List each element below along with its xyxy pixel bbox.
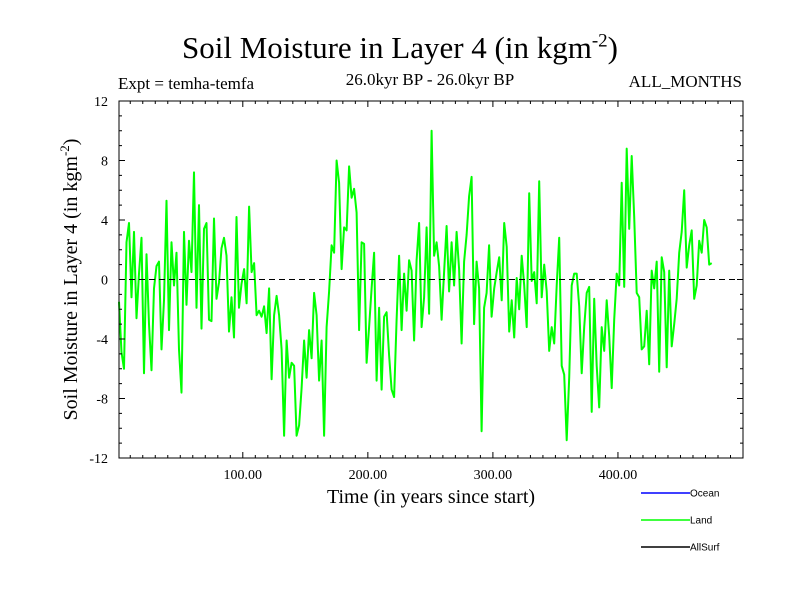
y-tick-label: -4	[96, 333, 108, 348]
x-axis-label: Time (in years since start)	[327, 486, 535, 508]
chart-title-close: )	[607, 30, 618, 65]
legend: Ocean Land AllSurf	[641, 489, 720, 554]
y-axis-label-superscript: -2	[57, 145, 72, 156]
y-tick-label: -8	[96, 393, 108, 408]
ticks-layer: 12 8 4 0 -4 -8 -12 100.00 200.00 300.00 400.00	[89, 95, 743, 483]
y-tick-label: -12	[89, 452, 108, 467]
x-tick-label: 300.00	[474, 468, 513, 483]
legend-label-land: Land	[690, 516, 712, 527]
x-tick-label: 200.00	[349, 468, 388, 483]
chart-title: Soil Moisture in Layer 4 (in kgm-2)	[0, 30, 800, 66]
months-label: ALL_MONTHS	[628, 72, 742, 91]
legend-label-allsurf: AllSurf	[690, 543, 720, 554]
chart-title-superscript: -2	[591, 30, 608, 52]
x-tick-label: 400.00	[599, 468, 638, 483]
y-tick-label: 8	[101, 155, 108, 170]
y-tick-label: 4	[101, 214, 108, 229]
y-tick-label: 12	[94, 95, 108, 110]
period-label: 26.0kyr BP - 26.0kyr BP	[345, 70, 515, 89]
chart-title-text: Soil Moisture in Layer 4 (in kgm	[182, 30, 592, 65]
y-tick-label: 0	[101, 274, 108, 289]
y-axis-label-text: Soil Moisture in Layer 4 (in kgm	[60, 156, 82, 421]
experiment-label: Expt = temha-temfa	[118, 74, 255, 93]
y-axis-label-close: )	[60, 139, 82, 146]
y-axis-label: Soil Moisture in Layer 4 (in kgm-2)	[57, 139, 82, 421]
series-line-land	[118, 129, 713, 442]
series-layer	[118, 129, 713, 442]
legend-label-ocean: Ocean	[690, 489, 719, 500]
x-tick-label: 100.00	[224, 468, 263, 483]
